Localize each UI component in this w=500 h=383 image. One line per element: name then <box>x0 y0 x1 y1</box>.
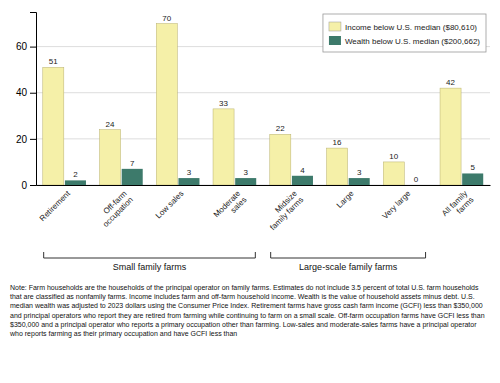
chart: 0204060512470332216104227334305Retiremen… <box>0 0 500 383</box>
bar <box>383 162 404 185</box>
data-label: 5 <box>470 163 475 172</box>
data-label: 10 <box>389 152 398 161</box>
y-tick-label: 20 <box>16 134 28 145</box>
bar <box>100 130 121 185</box>
y-axis: 0 20 40 60 <box>16 13 37 191</box>
group-label: Large-scale family farms <box>299 262 398 272</box>
x-tick: Very large <box>381 189 413 221</box>
x-tick-label: Off-farmoccupation <box>95 189 135 229</box>
bar <box>156 24 177 185</box>
y-tick-mark <box>30 47 36 48</box>
legend-label: Wealth below U.S. median ($200,662) <box>345 37 480 46</box>
y-tick-mark <box>30 93 36 94</box>
y-tick: 0 <box>21 180 36 191</box>
x-axis: Retirement Off-farmoccupation Low sales Mod… <box>37 186 491 233</box>
x-tick-label: Low sales <box>154 189 186 221</box>
x-tick: Off-farmoccupation <box>95 189 135 229</box>
x-axis-line <box>37 185 491 186</box>
bar <box>235 178 256 185</box>
data-label: 2 <box>73 170 78 179</box>
y-tick: 20 <box>16 134 36 145</box>
group-label: Small family farms <box>113 262 187 272</box>
y-tick: 60 <box>16 41 36 52</box>
x-tick: Moderatesales <box>212 189 249 226</box>
y-tick-label: 40 <box>16 87 28 98</box>
grid-line <box>36 92 490 93</box>
data-label: 24 <box>106 120 115 129</box>
data-label: 51 <box>49 57 58 66</box>
bar <box>405 185 426 186</box>
legend-frame <box>323 14 486 52</box>
data-label: 33 <box>219 99 228 108</box>
legend-label: Income below U.S. median ($80,610) <box>345 23 477 32</box>
x-tick-label: Moderatesales <box>212 189 249 226</box>
note: Note: Farm households are the households… <box>9 284 486 338</box>
x-tick: Low sales <box>154 189 186 221</box>
x-tick-label: Very large <box>381 189 413 221</box>
legend: Income below U.S. median ($80,610) Wealth… <box>323 14 486 52</box>
group-bracket <box>44 252 256 258</box>
data-label: 16 <box>333 138 342 147</box>
x-tick: All familyfarms <box>440 189 475 224</box>
data-label: 42 <box>446 78 455 87</box>
bar <box>122 169 143 185</box>
bar <box>462 173 483 185</box>
data-label: 4 <box>300 166 305 175</box>
x-tick-label: Large <box>335 189 356 210</box>
y-tick-label: 60 <box>16 41 28 52</box>
data-label: 3 <box>187 168 192 177</box>
y-tick-label: 0 <box>21 180 27 191</box>
x-tick-label: Midsizefamily farms <box>262 189 305 232</box>
x-tick-label: All familyfarms <box>440 189 475 224</box>
data-label: 3 <box>243 168 248 177</box>
bar <box>327 148 348 185</box>
bar <box>349 178 370 185</box>
y-axis-line <box>30 13 37 186</box>
group-bracket <box>271 252 426 258</box>
bar <box>292 176 313 185</box>
x-tick-label: Retirement <box>38 188 73 223</box>
bar <box>43 67 64 185</box>
x-tick: Retirement <box>38 188 73 223</box>
data-label: 7 <box>130 159 135 168</box>
legend-swatch <box>329 36 341 45</box>
data-label: 3 <box>357 168 362 177</box>
bar <box>270 134 291 185</box>
x-tick: Midsizefamily farms <box>262 189 305 232</box>
x-tick: Large <box>335 189 356 210</box>
data-label: 0 <box>414 175 419 184</box>
bar <box>178 178 199 185</box>
y-tick: 40 <box>16 87 36 98</box>
bar <box>213 109 234 185</box>
grid <box>36 47 490 185</box>
data-label: 22 <box>276 124 285 133</box>
y-tick-mark <box>30 185 36 186</box>
legend-swatch <box>329 22 341 31</box>
bar <box>440 88 461 185</box>
data-label: 70 <box>162 14 171 23</box>
y-tick-mark <box>30 139 36 140</box>
bar <box>65 180 86 185</box>
group-brackets: Small family farms Large-scale family far… <box>44 252 426 272</box>
